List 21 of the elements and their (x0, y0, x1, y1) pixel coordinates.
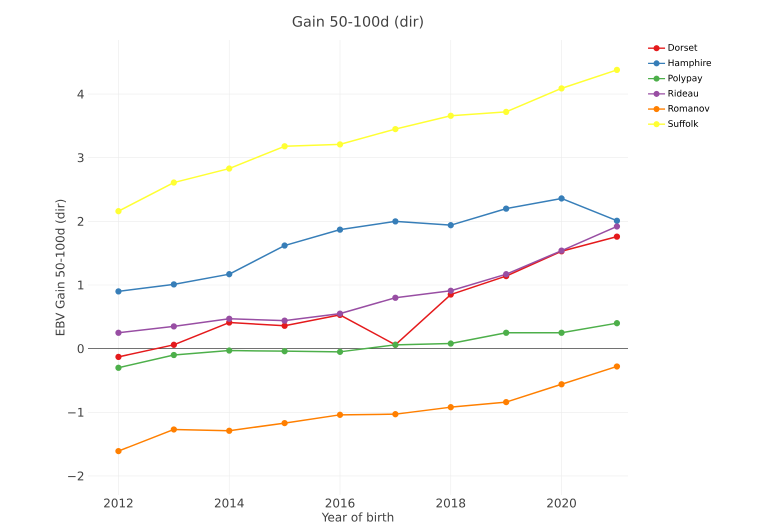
legend-label: Dorset (668, 44, 698, 51)
y-tick-label: 1 (78, 280, 84, 290)
x-tick-label: 2012 (104, 498, 132, 508)
legend-label: Hamphire (668, 59, 712, 68)
x-axis-title: Year of birth (322, 512, 394, 522)
y-tick-label: 3 (78, 153, 84, 162)
y-axis-title: EBV Gain 50-100d (dir) (55, 200, 66, 336)
legend-label: Suffolk (668, 120, 698, 127)
y-tick-label: 4 (77, 90, 84, 98)
x-tick-label: 2018 (436, 498, 466, 508)
legend-label: Rideau (668, 90, 698, 97)
chart-title: Gain 50-100d (dir) (292, 16, 423, 29)
legend-label: Romanov (668, 105, 710, 112)
x-tick-label: 2014 (214, 498, 244, 508)
y-tick-label: 0 (78, 344, 84, 354)
x-tick-label: 2020 (547, 498, 576, 508)
y-tick-label: −1 (68, 408, 84, 417)
x-tick-label: 2016 (326, 498, 354, 508)
y-tick-label: −2 (68, 471, 84, 480)
y-tick-label: 2 (78, 216, 84, 226)
legend-label: Polypay (668, 74, 702, 84)
